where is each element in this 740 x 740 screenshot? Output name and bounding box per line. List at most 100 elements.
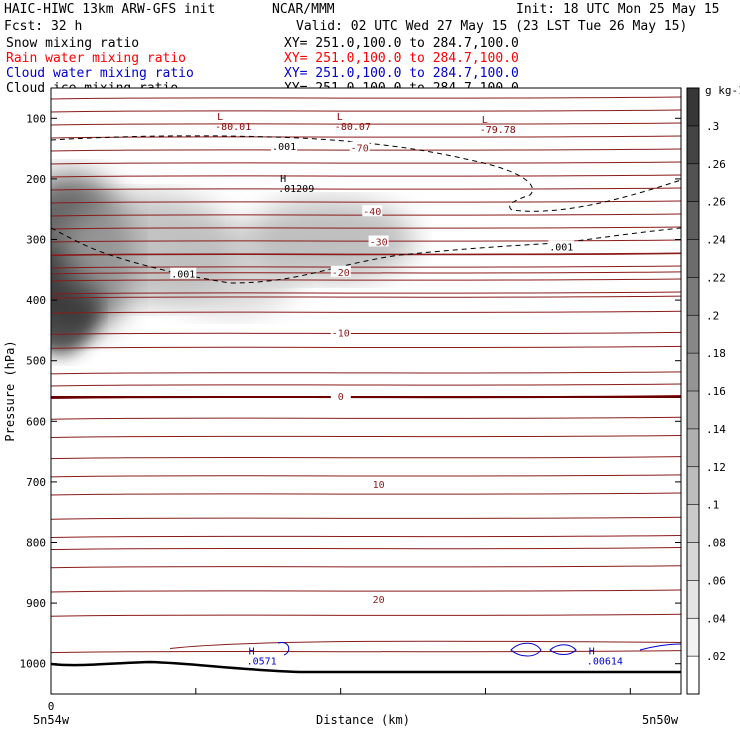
extremum-letter-3: H — [280, 174, 286, 185]
ice-label-1: .001 — [171, 270, 195, 281]
colorbar-segment-2 — [687, 580, 699, 619]
legend-xy-1: XY= 251.0,100.0 to 284.7,100.0 — [284, 51, 519, 66]
y-tick-label-6: 700 — [26, 476, 46, 489]
extremum-letter-2: L — [482, 115, 488, 126]
temp-label-bg-7 — [368, 593, 389, 605]
extrema-labels: L-80.01L-80.07L-79.78H.01209H.0571H.0061… — [215, 112, 623, 667]
ice-label-bg-2 — [548, 240, 575, 252]
legend-xy-0: XY= 251.0,100.0 to 284.7,100.0 — [284, 36, 519, 51]
temp-contour-31 — [51, 534, 681, 538]
extremum-value-3: .01209 — [278, 184, 314, 195]
colorbar-tick-label-0: .02 — [706, 650, 726, 663]
temp-contour-27 — [51, 456, 681, 460]
colorbar-tick-label-4: .1 — [706, 499, 719, 512]
x-start-label: 5n54w — [33, 713, 70, 727]
y-tick-label-0: 100 — [26, 112, 46, 125]
header-valid: Valid: 02 UTC Wed 27 May 15 (23 LST Tue … — [296, 19, 687, 34]
cloud-water-contour-1 — [277, 642, 290, 656]
temp-contour-36 — [51, 650, 681, 654]
temp-label-bg-5 — [330, 390, 351, 402]
temp-contour-10 — [51, 226, 681, 230]
x-axis-label: Distance (km) — [316, 713, 410, 727]
colorbar-tick-label-9: .2 — [706, 309, 719, 322]
extremum-letter-1: L — [337, 112, 343, 123]
header-source: NCAR/MMM — [272, 2, 335, 17]
legend-label-1: Rain water mixing ratio — [6, 51, 186, 66]
temp-contour-12 — [51, 252, 681, 256]
cloud-water-contour-4 — [639, 643, 682, 651]
temp-contour-34 — [51, 589, 681, 593]
terrain-line — [50, 660, 681, 674]
cloud-water-contour-3 — [549, 644, 577, 655]
x-axis — [50, 688, 631, 694]
y-axis-label: Pressure (hPa) — [3, 340, 17, 441]
temp-contour-2 — [51, 122, 681, 126]
temp-contour-20 — [51, 331, 681, 335]
y-tick-label-5: 600 — [26, 415, 46, 428]
field-legend: Snow mixing ratio XY= 251.0,100.0 to 284.… — [6, 36, 519, 96]
colorbar-segment-13 — [687, 163, 699, 203]
ice-label-0: .001 — [272, 142, 296, 153]
temp-contour-33 — [51, 565, 681, 569]
colorbar-segment-4 — [687, 504, 699, 543]
temp-contour-30 — [51, 516, 681, 520]
y-tick-label-1: 200 — [26, 173, 46, 186]
plot-frame — [50, 87, 682, 695]
extremum-letter-0: L — [217, 112, 223, 123]
temp-contour-7 — [51, 187, 681, 191]
temp-label-bg-4 — [330, 326, 351, 338]
temp-contour-0 — [51, 96, 681, 100]
y-tick-label-8: 900 — [26, 597, 46, 610]
temp-contour-29 — [51, 492, 681, 496]
temp-contour-17 — [51, 271, 681, 275]
extremum-value-2: -79.78 — [480, 125, 516, 136]
cloud-water-contour-2 — [510, 642, 542, 657]
y-tick-label-9: 1000 — [20, 658, 47, 671]
header-title: HAIC-HIWC 13km ARW-GFS init — [4, 2, 215, 17]
temp-contour-sfc — [169, 640, 681, 650]
temp-contour-19 — [51, 310, 681, 314]
colorbar-tick-label-3: .08 — [706, 537, 726, 550]
colorbar-tick-label-6: .14 — [706, 423, 726, 436]
colorbar: .02 .04 .06 .08 .1 .12 .14 .16 .18 .2 .22 .24 .26 .26… — [686, 87, 726, 695]
colorbar-segment-5 — [687, 466, 699, 506]
extremum-value-5: .00614 — [587, 657, 623, 668]
temp-label-bg-0 — [349, 141, 370, 153]
colorbar-segment-10 — [687, 277, 699, 316]
ice-label-2: .001 — [549, 242, 573, 253]
temp-contour-25 — [51, 416, 681, 420]
colorbar-tick-label-1: .04 — [706, 612, 726, 625]
colorbar-tick-label-5: .12 — [706, 461, 726, 474]
legend-xy-2: XY= 251.0,100.0 to 284.7,100.0 — [284, 66, 519, 81]
temp-label-5: 0 — [338, 392, 344, 403]
temp-contour-21 — [51, 345, 681, 349]
colorbar-tick-label-11: .24 — [706, 234, 726, 247]
temp-contour-22 — [51, 371, 681, 375]
colorbar-segment-15 — [687, 88, 699, 127]
temp-contour-5 — [51, 161, 681, 165]
colorbar-tick-label-10: .22 — [706, 271, 726, 284]
ice-label-bg-1 — [170, 267, 197, 279]
temp-label-bg-1 — [362, 205, 383, 217]
temp-contour-16 — [51, 253, 681, 257]
colorbar-segment-7 — [687, 391, 699, 430]
plot-area — [51, 88, 681, 694]
colorbar-segment-1 — [687, 618, 699, 657]
temp-label-6: 10 — [373, 480, 385, 491]
temp-label-3: -20 — [332, 268, 350, 279]
y-tick-label-7: 800 — [26, 537, 46, 550]
temp-label-bg-2 — [368, 235, 389, 247]
header-init: Init: 18 UTC Mon 25 May 15 — [516, 2, 720, 17]
extremum-letter-4: H — [249, 647, 255, 658]
temp-contour-35 — [51, 613, 681, 617]
colorbar-tick-label-14: .3 — [706, 120, 719, 133]
legend-label-0: Snow mixing ratio — [6, 36, 139, 51]
temp-contour-28 — [51, 474, 681, 478]
colorbar-segment-8 — [687, 353, 699, 392]
temp-label-7: 20 — [373, 595, 385, 606]
temp-label-0: -70 — [351, 144, 369, 155]
colorbar-segment-11 — [687, 239, 699, 278]
temp-contour-1 — [51, 109, 681, 113]
